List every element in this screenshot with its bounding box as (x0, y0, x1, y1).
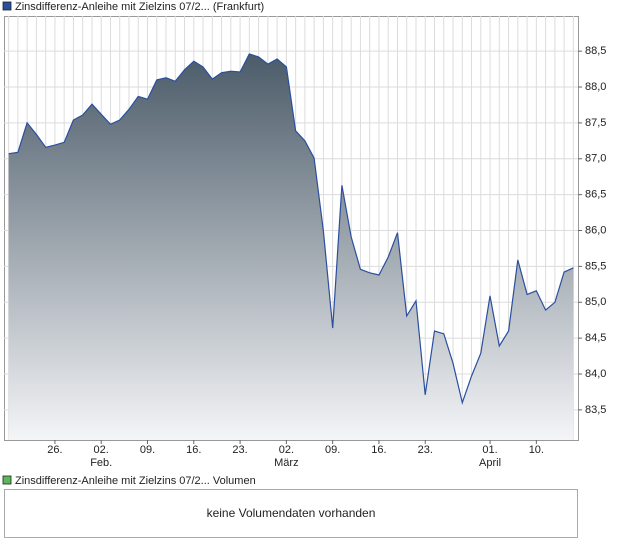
volume-box (4, 489, 578, 538)
legend-label: Zinsdifferenz-Anleihe mit Zielzins 07/2.… (15, 1, 264, 13)
x-tick-label: 02. (94, 444, 109, 456)
x-tick-label: 23. (232, 444, 247, 456)
legend-swatch (2, 475, 12, 485)
y-tick-label: 88,5 (585, 45, 606, 57)
x-tick-label: 16. (371, 444, 386, 456)
y-tick-label: 88,0 (585, 81, 606, 93)
x-tick-label: 26. (47, 444, 62, 456)
x-tick-label: 01. (482, 444, 497, 456)
y-tick-label: 86,0 (585, 224, 606, 236)
x-month-label: Feb. (90, 457, 112, 469)
volume-message: keine Volumendaten vorhanden (207, 506, 376, 520)
y-tick-label: 87,5 (585, 117, 606, 129)
y-tick-label: 86,5 (585, 189, 606, 201)
x-tick-label: 09. (325, 444, 340, 456)
y-tick-label: 87,0 (585, 153, 606, 165)
y-tick-label: 83,5 (585, 404, 606, 416)
x-tick-label: 02. (279, 444, 294, 456)
x-tick-label: 16. (186, 444, 201, 456)
y-tick-label: 84,5 (585, 332, 606, 344)
area (8, 54, 574, 440)
y-tick-label: 85,0 (585, 296, 606, 308)
x-tick-label: 10. (529, 444, 544, 456)
x-tick-label: 09. (140, 444, 155, 456)
legend-label: Zinsdifferenz-Anleihe mit Zielzins 07/2.… (15, 475, 256, 487)
x-tick-label: 23. (418, 444, 433, 456)
legend-swatch (2, 1, 12, 11)
y-tick-label: 85,5 (585, 260, 606, 272)
x-month-label: April (479, 457, 501, 469)
y-tick-label: 84,0 (585, 368, 606, 380)
line (8, 53, 574, 405)
x-month-label: März (274, 457, 298, 469)
